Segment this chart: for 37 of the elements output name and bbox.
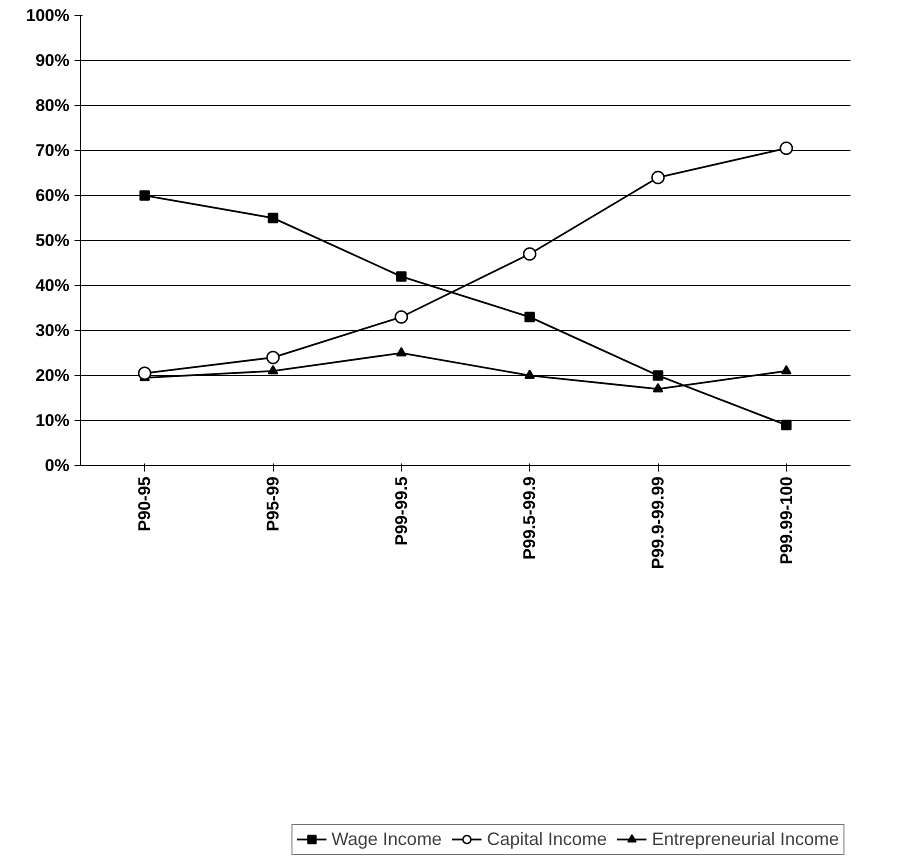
y-tick-label: 40%: [35, 276, 70, 295]
point: [268, 365, 278, 374]
point: [396, 347, 407, 356]
x-tick-label: P95-99: [264, 476, 282, 532]
legend-label: Wage Income: [331, 828, 442, 850]
point: [524, 312, 535, 322]
y-tick-label: 30%: [35, 321, 70, 340]
x-tick-label: P99.5-99.9: [520, 476, 540, 560]
x-tick-label: P99.99-100: [776, 476, 796, 564]
point: [651, 170, 665, 184]
x-tick-label: P99.9-99.99: [648, 476, 668, 570]
y-tick-label: 10%: [35, 411, 70, 430]
x-tick-label: P90-95: [135, 476, 154, 532]
point: [266, 350, 280, 364]
point: [138, 366, 152, 380]
x-tick-label: P99-99.5: [392, 476, 411, 546]
legend-label: Entrepreneurial Income: [652, 828, 839, 850]
y-tick-label: 100%: [26, 6, 70, 25]
point: [781, 365, 792, 374]
point: [268, 212, 278, 224]
point: [781, 420, 792, 430]
point: [780, 142, 794, 155]
point: [394, 310, 408, 324]
y-tick-label: 50%: [35, 231, 70, 250]
y-tick-label: 80%: [35, 96, 70, 115]
point: [139, 190, 150, 201]
y-tick-label: 70%: [35, 141, 70, 160]
y-tick-label: 20%: [35, 366, 70, 385]
legend-label: Capital Income: [486, 828, 607, 850]
point: [652, 370, 664, 381]
point: [524, 370, 535, 379]
point: [396, 271, 407, 282]
y-tick-label: 0%: [44, 456, 70, 475]
y-tick-label: 60%: [35, 186, 70, 205]
point: [652, 383, 664, 392]
point: [522, 247, 536, 261]
y-tick-label: 90%: [35, 51, 70, 70]
